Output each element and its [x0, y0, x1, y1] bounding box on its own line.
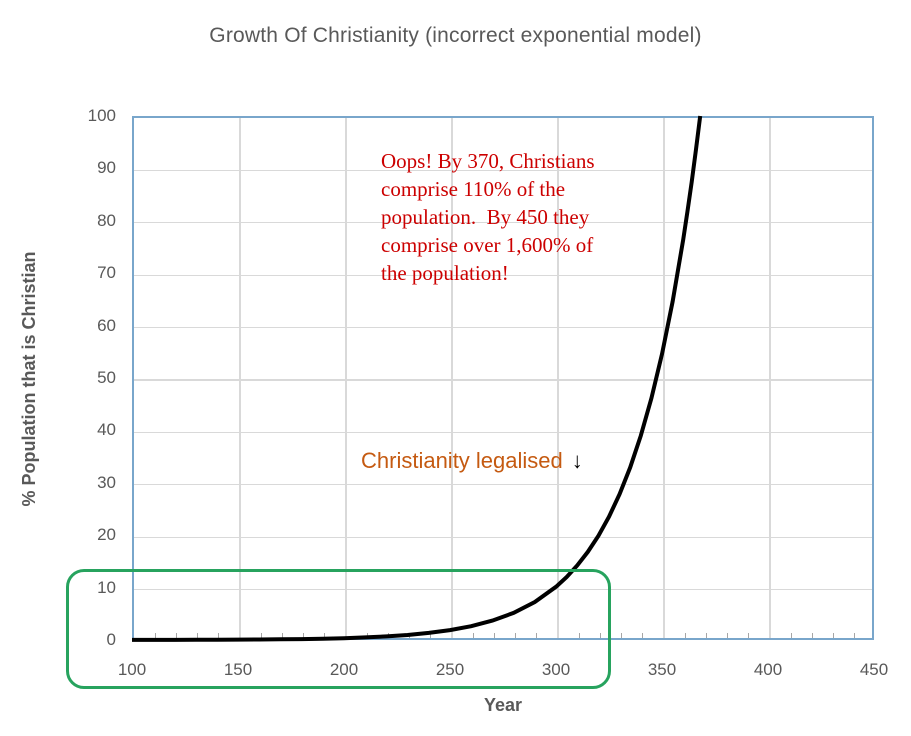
y-tick-label: 80: [97, 210, 116, 230]
x-tick-label: 150: [223, 660, 253, 679]
chart-title: Growth Of Christianity (incorrect expone…: [209, 24, 702, 47]
x-tick-label: 450: [859, 660, 889, 679]
x-minor-tick: [790, 633, 792, 638]
y-tick-label: 0: [106, 630, 116, 649]
highlight-box: [66, 569, 611, 689]
horizontal-gridline: [134, 379, 872, 381]
x-minor-tick: [620, 633, 623, 638]
x-tick-label: 100: [117, 660, 147, 679]
x-tick-label: 200: [329, 660, 359, 679]
x-minor-tick: [684, 633, 686, 638]
oops-annotation: Oops! By 370, Christians comprise 110% o…: [381, 149, 595, 285]
y-tick-label: 60: [97, 315, 116, 335]
x-minor-tick: [748, 633, 750, 638]
x-tick-label: 250: [435, 660, 465, 679]
vertical-gridline: [663, 118, 665, 638]
x-tick-label: 350: [647, 660, 677, 679]
x-tick-label: 300: [541, 660, 571, 679]
y-tick-label: 30: [97, 472, 116, 492]
y-tick-label: 40: [97, 420, 116, 440]
x-minor-tick: [854, 633, 856, 638]
x-minor-tick: [832, 633, 835, 638]
x-tick-label: 400: [753, 660, 783, 679]
down-arrow-icon: ↓: [571, 448, 583, 473]
x-minor-tick: [642, 633, 644, 638]
x-axis-title: Year: [483, 695, 523, 715]
y-axis-title: % Population that is Christian: [19, 251, 39, 507]
legalised-annotation-label: Christianity legalised: [361, 448, 563, 473]
vertical-gridline: [345, 118, 347, 638]
horizontal-gridline: [134, 536, 872, 538]
y-tick-label: 50: [97, 368, 116, 387]
vertical-gridline: [239, 118, 241, 638]
y-tick-label: 90: [97, 158, 116, 178]
horizontal-gridline: [134, 484, 872, 486]
vertical-gridline: [769, 118, 771, 638]
legalised-annotation: Christianity legalised ↓: [361, 448, 583, 474]
x-minor-tick: [811, 633, 814, 638]
x-minor-tick: [726, 633, 729, 638]
y-tick-label: 70: [97, 263, 116, 283]
horizontal-gridline: [134, 326, 872, 329]
x-minor-tick: [705, 633, 708, 638]
horizontal-gridline: [134, 431, 872, 434]
y-tick-label: 20: [97, 525, 116, 545]
y-tick-label: 100: [87, 106, 116, 125]
y-tick-label: 10: [97, 577, 116, 597]
